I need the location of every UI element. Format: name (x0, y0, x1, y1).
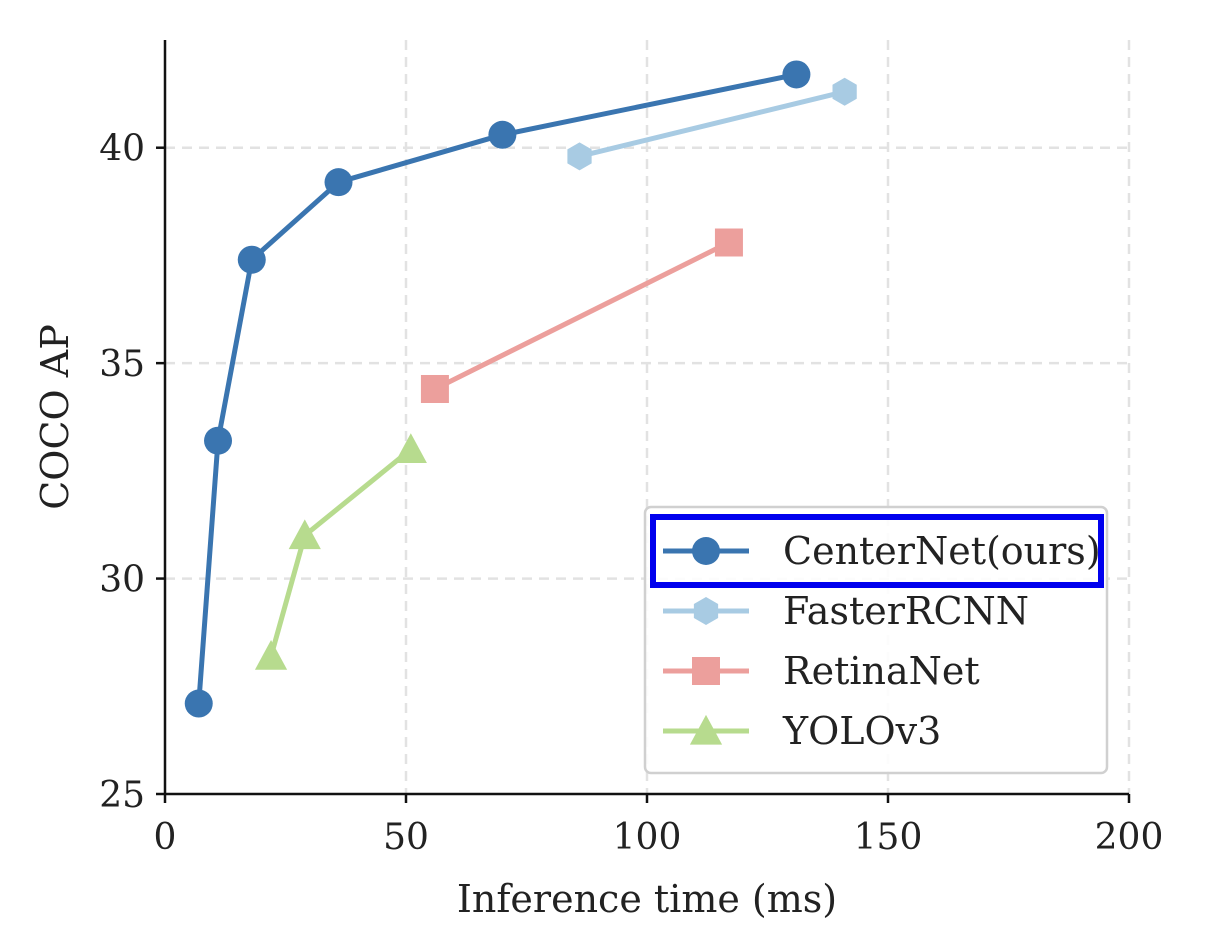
data-point (693, 597, 719, 625)
series-centernet-ours- (184, 60, 811, 718)
data-point (184, 689, 213, 718)
series-retinanet (420, 228, 743, 403)
y-tick-label: 25 (99, 775, 145, 816)
legend-frame (643, 505, 1109, 775)
data-point (714, 228, 743, 257)
legend-item: FasterRCNN (663, 589, 1029, 633)
data-point (488, 120, 517, 149)
legend-item: RetinaNet (663, 649, 980, 693)
legend-label: CenterNet(ours) (783, 529, 1101, 573)
y-axis-label: COCO AP (33, 324, 77, 510)
data-point (204, 426, 233, 455)
data-point (782, 60, 811, 89)
legend-item: CenterNet(ours) (650, 514, 1104, 588)
series-line (268, 447, 413, 657)
y-tick-label: 40 (99, 129, 145, 170)
series-fasterrcnn (567, 77, 857, 171)
legend: CenterNet(ours) FasterRCNN RetinaNet YOLOv3 (643, 505, 1109, 775)
legend-label: RetinaNet (783, 649, 980, 693)
data-point (692, 537, 720, 565)
series-line (433, 240, 731, 392)
x-tick-label: 50 (383, 817, 429, 858)
legend-label: FasterRCNN (783, 589, 1029, 633)
data-point (689, 714, 723, 745)
data-point (394, 433, 427, 463)
series-line (196, 72, 797, 704)
data-point (567, 142, 592, 171)
series-yolov3 (254, 433, 427, 670)
x-tick-label: 0 (154, 817, 177, 858)
data-point (288, 519, 321, 550)
x-axis-label: Inference time (ms) (457, 877, 837, 921)
data-point (324, 168, 353, 197)
data-point (420, 374, 449, 403)
highlight-box (650, 514, 1104, 588)
plot-area (184, 60, 857, 718)
data-point (237, 245, 266, 274)
y-tick-label: 35 (99, 344, 145, 385)
x-tick-label: 150 (854, 817, 923, 858)
data-point (692, 657, 720, 685)
legend-label: YOLOv3 (782, 709, 941, 753)
ticks: 0 50 100 150 200 25 30 35 40 (99, 129, 1163, 858)
x-tick-label: 100 (613, 817, 682, 858)
y-tick-label: 30 (99, 560, 145, 601)
legend-item: YOLOv3 (663, 709, 941, 753)
x-tick-label: 200 (1095, 817, 1164, 858)
data-point (254, 640, 288, 670)
series-line (578, 89, 846, 159)
data-point (832, 77, 857, 106)
